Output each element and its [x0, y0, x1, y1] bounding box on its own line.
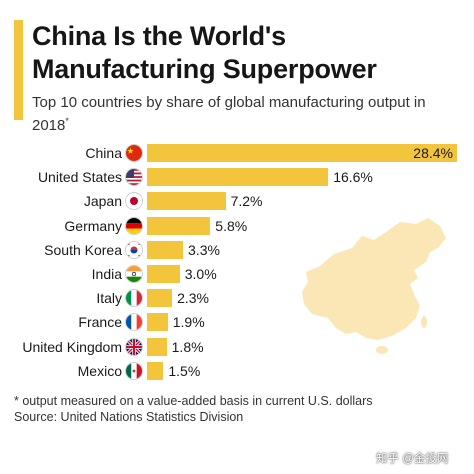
footnote: * output measured on a value-added basis… [14, 393, 464, 425]
data-label-united-states: 16.6% [333, 169, 373, 186]
tick-label-south-korea: South Korea [44, 241, 122, 258]
uk-flag-icon [125, 337, 143, 356]
bar-south-korea [147, 240, 184, 259]
usa-flag-icon [125, 168, 143, 187]
bar-united-states [147, 168, 329, 187]
data-label-united-kingdom: 1.8% [171, 338, 204, 355]
tick-label-germany: Germany [64, 217, 122, 234]
italy-flag-icon [125, 289, 143, 308]
tick-label-italy: Italy [96, 290, 122, 307]
data-label-china: 28.4% [413, 145, 453, 161]
footnote-source: Source: United Nations Statistics Divisi… [14, 410, 244, 424]
taiwan-island-shape [421, 316, 427, 328]
china-flag-icon [125, 144, 143, 162]
subtitle-text: Top 10 countries by share of global manu… [32, 94, 426, 134]
footnote-note: * output measured on a value-added basis… [14, 394, 373, 408]
data-label-france: 1.9% [172, 314, 205, 331]
bar-italy [147, 289, 173, 308]
hainan-island-shape [376, 346, 388, 354]
data-label-india: 3.0% [184, 266, 217, 282]
tick-label-mexico: Mexico [77, 362, 122, 379]
germany-flag-icon [125, 216, 143, 235]
south-korea-flag-icon [125, 240, 143, 259]
tick-label-india: India [91, 266, 122, 282]
india-flag-icon [125, 265, 143, 283]
watermark: 知乎 @金投网 [376, 453, 449, 465]
bar-france [147, 313, 168, 332]
data-label-italy: 2.3% [177, 290, 210, 307]
japan-flag-icon [125, 192, 143, 211]
bar-china [147, 144, 457, 162]
tick-label-china: China [85, 145, 122, 161]
france-flag-icon [125, 313, 143, 332]
mexico-flag-icon [125, 361, 143, 380]
data-label-germany: 5.8% [215, 217, 248, 234]
china-map-shape [302, 218, 446, 340]
bar-united-kingdom [147, 337, 167, 356]
china-map-icon [300, 218, 460, 358]
tick-label-japan: Japan [83, 193, 122, 210]
title-accent-bar [14, 20, 23, 120]
tick-label-united-states: United States [37, 169, 122, 186]
bar-india [147, 265, 180, 283]
data-label-japan: 7.2% [230, 193, 263, 210]
chart-subtitle: Top 10 countries by share of global manu… [32, 93, 452, 135]
data-label-south-korea: 3.3% [188, 241, 220, 258]
bar-mexico [147, 361, 164, 380]
data-label-mexico: 1.5% [168, 362, 201, 379]
tick-label-united-kingdom: United Kingdom [22, 338, 122, 355]
subtitle-footnote-mark: * [65, 116, 69, 126]
tick-label-france: France [78, 314, 122, 331]
bar-germany [147, 216, 211, 235]
bar-japan [147, 192, 226, 211]
chart-title: China Is the World's Manufacturing Super… [32, 21, 377, 84]
